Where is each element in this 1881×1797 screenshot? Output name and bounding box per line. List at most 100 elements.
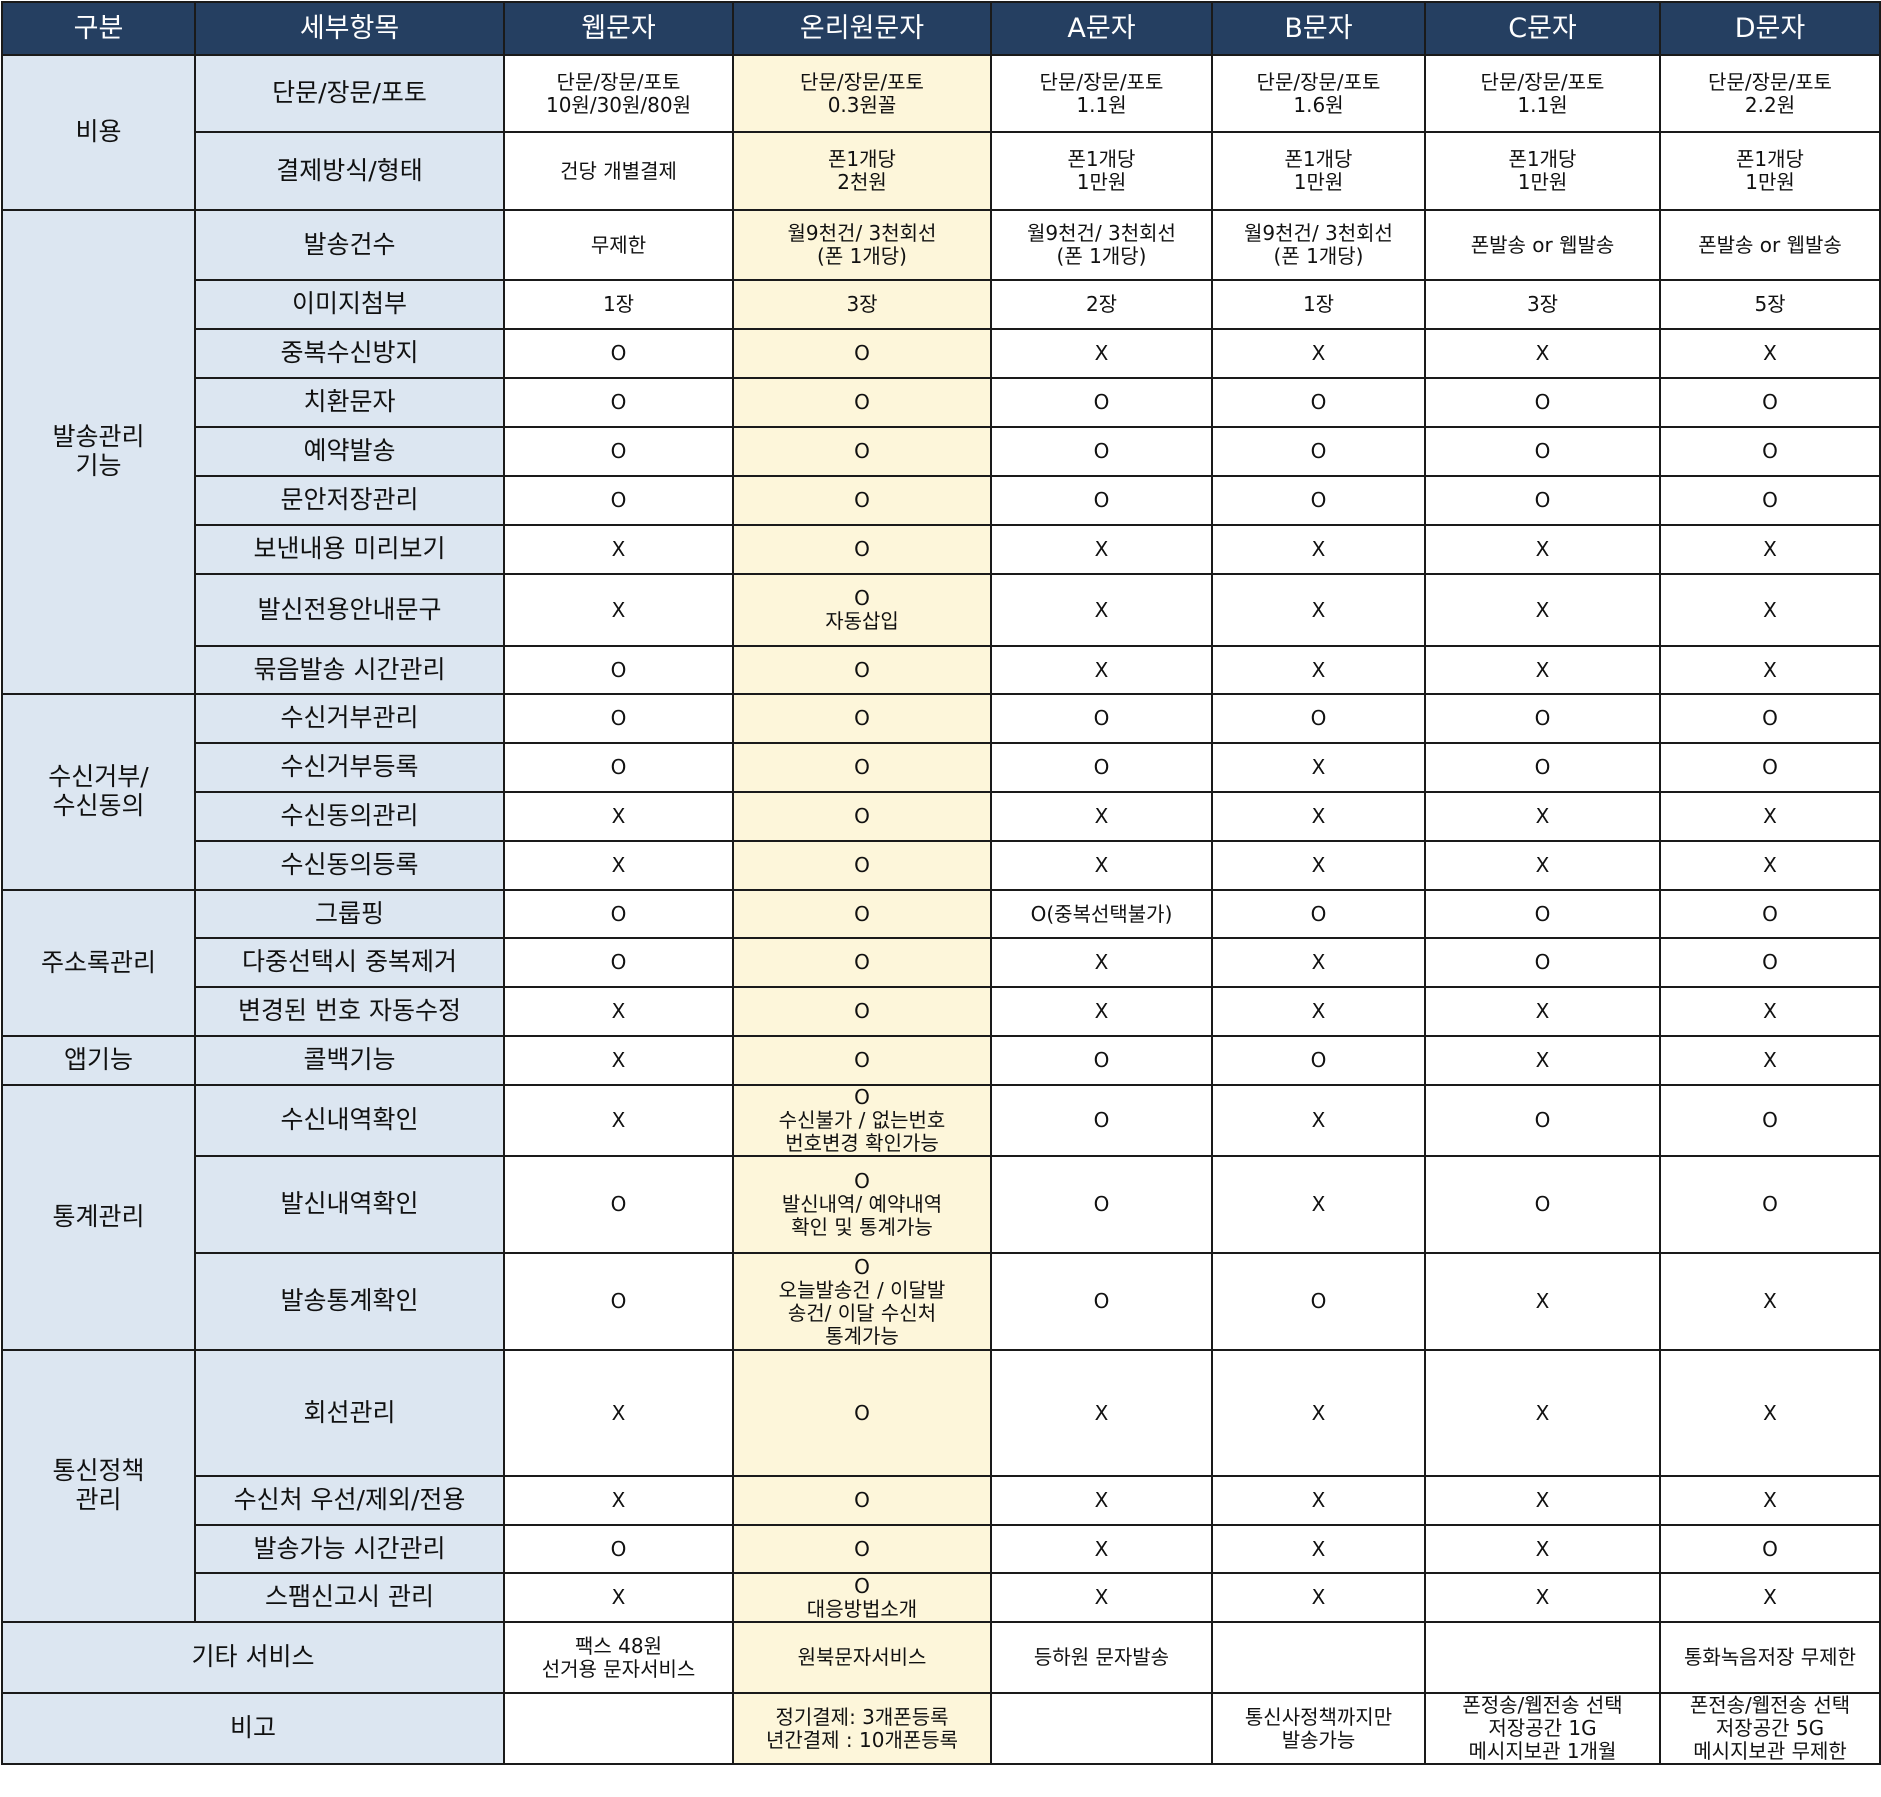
- value-cell: 1장: [503, 279, 734, 330]
- item-cell: 이미지첨부: [194, 279, 505, 330]
- value-cell: X: [1659, 1349, 1881, 1477]
- value-cell: X: [503, 1084, 734, 1157]
- value-cell: X: [990, 791, 1213, 842]
- value-cell: 정기결제: 3개폰등록 년간결제 : 10개폰등록: [732, 1692, 992, 1765]
- item-cell: 발송통계확인: [194, 1252, 505, 1351]
- header-web: 웹문자: [503, 1, 734, 56]
- value-cell: 원북문자서비스: [732, 1621, 992, 1694]
- item-cell: 수신내역확인: [194, 1084, 505, 1157]
- value-cell: O: [1659, 475, 1881, 526]
- item-cell: 회선관리: [194, 1349, 505, 1477]
- table-row: 발신전용안내문구 X O 자동삽입 X X X X: [2, 573, 1881, 647]
- value-cell: 폰1개당 2천원: [732, 131, 992, 211]
- value-cell: 통화녹음저장 무제한: [1659, 1621, 1881, 1694]
- value-cell: O: [1424, 889, 1661, 939]
- item-cell: 수신거부관리: [194, 693, 505, 744]
- value-cell: O: [732, 937, 992, 988]
- item-cell: 다중선택시 중복제거: [194, 937, 505, 988]
- value-cell: X: [1659, 524, 1881, 575]
- value-cell: O: [503, 377, 734, 428]
- table-row: 통계관리 수신내역확인 X O 수신불가 / 없는번호 번호변경 확인가능 O X O O: [1, 1084, 1881, 1351]
- item-cell: 발신전용안내문구: [194, 573, 505, 647]
- header-b: B문자: [1211, 1, 1426, 56]
- category-cell: 발송관리 기능: [1, 209, 196, 695]
- table-row: 변경된 번호 자동수정 X O X X X X: [2, 986, 1881, 1037]
- value-cell: X: [1211, 840, 1426, 891]
- category-cell: 주소록관리: [1, 889, 196, 1037]
- value-cell: O: [732, 1475, 992, 1526]
- value-cell: O: [732, 1524, 992, 1574]
- value-cell: O: [503, 937, 734, 988]
- value-cell: O: [990, 1252, 1213, 1351]
- value-cell: X: [990, 1524, 1213, 1574]
- table-row: 수신동의관리 X O X X X X: [2, 791, 1881, 842]
- table-row: 이미지첨부 1장 3장 2장 1장 3장 5장: [2, 279, 1881, 330]
- table-row: 발신내역확인 O O 발신내역/ 예약내역 확인 및 통계가능 O X O O: [2, 1155, 1881, 1254]
- value-cell: O: [1211, 693, 1426, 744]
- value-cell: X: [503, 986, 734, 1037]
- table-row: 앱기능 콜백기능 X O O O X X: [1, 1035, 1881, 1086]
- header-d: D문자: [1659, 1, 1881, 56]
- value-cell: 무제한: [503, 209, 734, 281]
- value-cell: O: [503, 426, 734, 477]
- value-cell: X: [1424, 573, 1661, 647]
- value-cell: X: [990, 573, 1213, 647]
- value-cell: O 수신불가 / 없는번호 번호변경 확인가능: [732, 1084, 992, 1157]
- item-cell: 묶음발송 시간관리: [194, 645, 505, 695]
- value-cell: 3장: [732, 279, 992, 330]
- item-cell: 문안저장관리: [194, 475, 505, 526]
- value-cell: O: [1211, 1252, 1426, 1351]
- value-cell: 폰1개당 1만원: [1659, 131, 1881, 211]
- value-cell: X: [503, 1349, 734, 1477]
- value-cell: 등하원 문자발송: [990, 1621, 1213, 1694]
- value-cell: O: [503, 742, 734, 793]
- table-row: 수신거부등록 O O O X O O: [2, 742, 1881, 793]
- value-cell: X: [503, 1475, 734, 1526]
- header-row: 구분 세부항목 웹문자 온리원문자 A문자 B문자 C문자 D문자: [1, 1, 1881, 56]
- value-cell: 폰발송 or 웹발송: [1424, 209, 1661, 281]
- value-cell: O: [1424, 937, 1661, 988]
- value-cell: X: [1211, 1084, 1426, 1157]
- table-row: 발송관리 기능 발송건수 무제한 월9천건/ 3천회선 (폰 1개당) 월9천건/ 3천…: [1, 209, 1881, 695]
- item-cell: 발송가능 시간관리: [194, 1524, 505, 1574]
- category-cell: 통신정책 관리: [1, 1349, 196, 1623]
- value-cell: O: [990, 693, 1213, 744]
- item-cell: 단문/장문/포토: [194, 54, 505, 133]
- footer-label: 비고: [1, 1692, 505, 1765]
- value-cell: X: [1659, 791, 1881, 842]
- value-cell: X: [1211, 1475, 1426, 1526]
- value-cell: X: [1659, 1035, 1881, 1086]
- value-cell: O: [503, 475, 734, 526]
- value-cell: X: [990, 986, 1213, 1037]
- value-cell: O 자동삽입: [732, 573, 992, 647]
- header-item: 세부항목: [194, 1, 505, 56]
- value-cell: X: [1211, 742, 1426, 793]
- value-cell: X: [990, 937, 1213, 988]
- value-cell: 단문/장문/포토 1.6원: [1211, 54, 1426, 133]
- header-category: 구분: [1, 1, 196, 56]
- value-cell: X: [1424, 986, 1661, 1037]
- value-cell: O: [1659, 1084, 1881, 1157]
- value-cell: O: [732, 1349, 992, 1477]
- table-row: 보낸내용 미리보기 X O X X X X: [2, 524, 1881, 575]
- table-body: 비용 단문/장문/포토 단문/장문/포토 10원/30원/80원 단문/장문/포토 0…: [1, 54, 1881, 1765]
- table-row: 주소록관리 그룹핑 O O O(중복선택불가) O O O: [1, 889, 1881, 1037]
- category-cell: 수신거부/ 수신동의: [1, 693, 196, 891]
- item-cell: 발송건수: [194, 209, 505, 281]
- table-row: 다중선택시 중복제거 O O X X O O: [2, 937, 1881, 988]
- table-row: 예약발송 O O O O O O: [2, 426, 1881, 477]
- value-cell: 3장: [1424, 279, 1661, 330]
- table-row: 묶음발송 시간관리 O O X X X X: [2, 645, 1881, 695]
- value-cell: X: [990, 328, 1213, 379]
- item-cell: 수신처 우선/제외/전용: [194, 1475, 505, 1526]
- value-cell: O: [732, 693, 992, 744]
- value-cell: O 대응방법소개: [732, 1572, 992, 1623]
- category-cell: 비용: [1, 54, 196, 211]
- value-cell: O: [990, 1155, 1213, 1254]
- value-cell: O: [1211, 377, 1426, 428]
- value-cell: O: [732, 986, 992, 1037]
- value-cell: X: [503, 791, 734, 842]
- value-cell: O: [1659, 742, 1881, 793]
- value-cell: O 발신내역/ 예약내역 확인 및 통계가능: [732, 1155, 992, 1254]
- table-row: 발송통계확인 O O 오늘발송건 / 이달발 송건/ 이달 수신처 통계가능 O O X X: [2, 1252, 1881, 1351]
